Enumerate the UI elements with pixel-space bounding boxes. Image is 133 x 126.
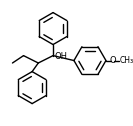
- Text: CH₃: CH₃: [119, 56, 133, 65]
- Text: OH: OH: [55, 52, 68, 61]
- Text: O: O: [109, 56, 116, 65]
